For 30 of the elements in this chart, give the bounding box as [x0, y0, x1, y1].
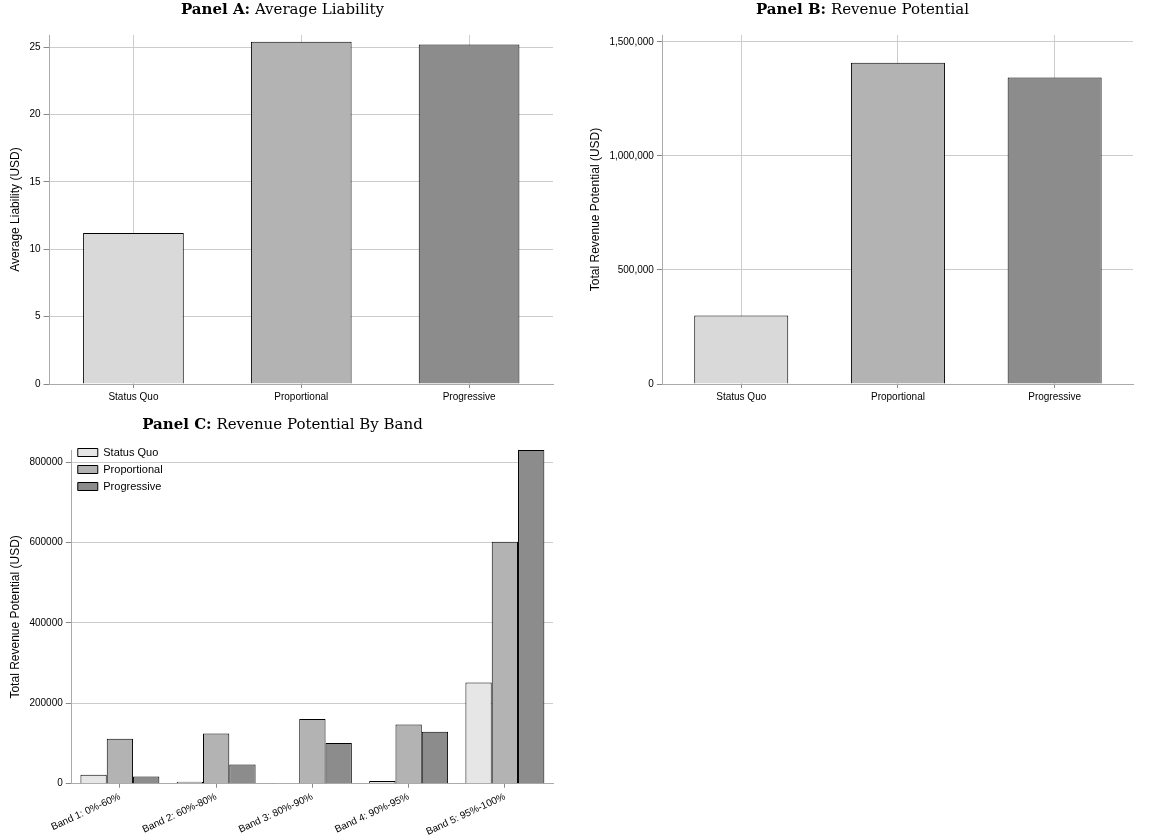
x-tick-label: Proportional — [274, 390, 329, 402]
chart-title: Panel A: Average Liability — [179, 0, 385, 18]
y-tick-label: 20 — [29, 108, 41, 120]
x-tick-label: Proportional — [870, 390, 925, 402]
y-tick-label: 5 — [34, 310, 41, 322]
y-tick-label: 25 — [29, 40, 41, 52]
y-tick-label: 10 — [29, 243, 41, 254]
y-tick-label: 500,000 — [617, 263, 655, 275]
y-tick-label: 1,000,000 — [609, 149, 655, 161]
legend-label: Progressive — [103, 479, 162, 492]
chart-title: Panel C: Revenue Potential By Band — [141, 415, 424, 433]
x-tick-label: Progressive — [442, 390, 496, 402]
x-tick-label: Progressive — [1028, 390, 1082, 402]
y-tick-label: 15 — [29, 175, 41, 187]
y-tick-label: 200000 — [29, 697, 64, 709]
y-tick-label: 600000 — [29, 536, 64, 548]
legend-label: Status Quo — [103, 445, 159, 458]
y-axis-title: Total Revenue Potential (USD) — [587, 127, 602, 292]
y-tick-label: 400000 — [29, 616, 64, 628]
y-tick-label: 0 — [648, 377, 655, 389]
legend-label: Proportional — [103, 462, 163, 475]
y-tick-label: 1,500,000 — [609, 35, 655, 47]
x-tick-label: Status Quo — [108, 390, 159, 402]
y-axis-title: Average Liability (USD) — [7, 147, 22, 272]
x-tick-label: Status Quo — [716, 390, 767, 402]
y-tick-label: 0 — [34, 377, 41, 389]
chart-title: Panel B: Revenue Potential — [754, 0, 971, 18]
y-tick-label: 0 — [57, 777, 64, 789]
y-tick-label: 800000 — [29, 455, 64, 467]
y-axis-title: Total Revenue Potential (USD) — [7, 535, 22, 699]
